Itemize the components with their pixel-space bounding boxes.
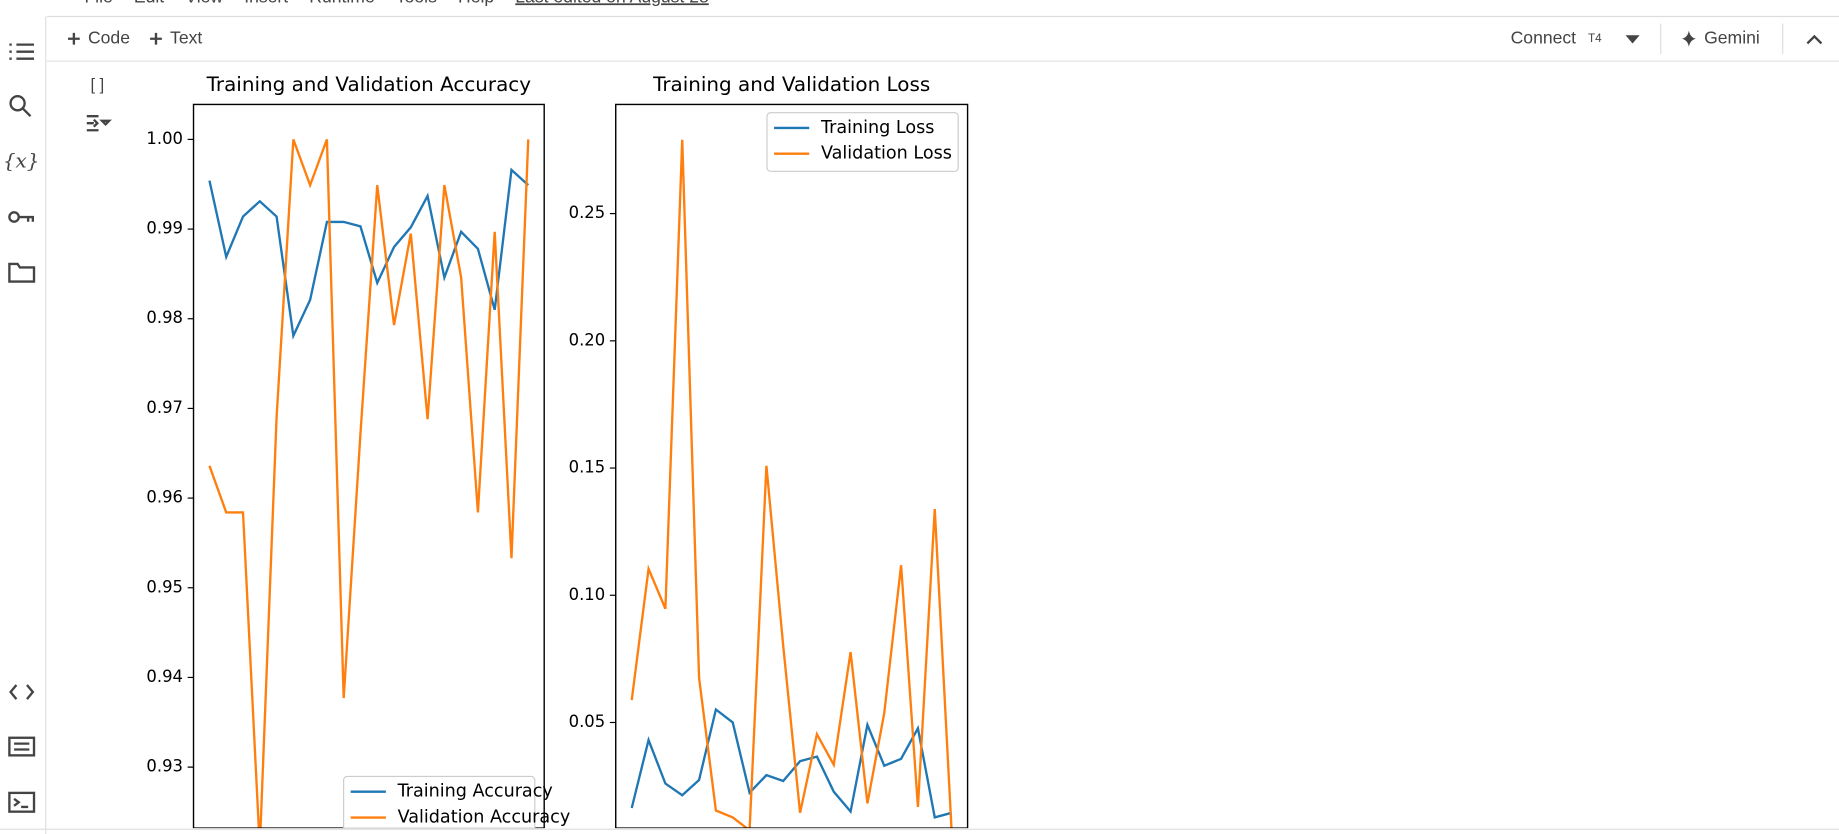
variables-icon[interactable]: {x} — [3, 149, 40, 172]
cell-output: Training and Validation Accuracy 0.93 0.94… — [146, 73, 969, 829]
chart-title: Training and Validation Loss — [652, 73, 930, 96]
menu-item[interactable]: Edit — [134, 0, 164, 6]
sidebar: {x} — [3, 43, 40, 813]
y-tick-label: 0.20 — [569, 330, 606, 349]
legend: Training Loss Validation Loss — [766, 112, 959, 172]
command-palette-icon[interactable] — [8, 736, 36, 757]
plot-area — [208, 139, 530, 829]
secrets-icon[interactable] — [8, 211, 35, 223]
code-snippets-icon[interactable] — [9, 684, 35, 700]
runtime-label: T4 — [1588, 32, 1602, 45]
menu-item[interactable]: Insert — [244, 0, 288, 6]
legend: Training Accuracy Validation Accuracy — [343, 775, 571, 829]
y-tick-label: 0.05 — [569, 712, 606, 731]
menu-bar: File Edit View Insert Runtime Tools Help Last e… — [84, 0, 709, 6]
plot-area — [630, 139, 953, 829]
add-code-button[interactable]: Code — [68, 27, 130, 47]
legend-box — [343, 775, 536, 829]
toc-icon[interactable] — [9, 43, 35, 60]
legend-box — [766, 112, 959, 172]
connect-button[interactable]: Connect T4 — [1511, 27, 1603, 47]
data-line — [630, 139, 953, 829]
y-tick-label: 0.99 — [146, 219, 183, 238]
chart-title: Training and Validation Accuracy — [206, 73, 532, 96]
y-tick-label: 0.10 — [569, 585, 606, 604]
button-label: Text — [170, 27, 202, 47]
y-tick-label: 0.94 — [146, 667, 183, 686]
y-tick-label: 0.96 — [146, 488, 183, 507]
y-tick-label: 0.98 — [146, 308, 183, 327]
legend-label: Training Accuracy — [397, 782, 553, 802]
button-label: Connect — [1511, 27, 1577, 47]
y-tick-label: 0.25 — [569, 203, 606, 222]
y-tick-label: 0.93 — [146, 757, 183, 776]
menu-item[interactable]: View — [185, 0, 223, 6]
terminal-icon[interactable] — [8, 791, 36, 813]
dropdown-icon[interactable] — [1625, 35, 1640, 44]
menu-item[interactable]: File — [84, 0, 112, 6]
gemini-icon — [1681, 30, 1696, 47]
menu-item[interactable]: Help — [458, 0, 494, 6]
legend-label: Validation Accuracy — [398, 808, 571, 828]
axes-frame — [192, 103, 545, 829]
files-icon[interactable] — [8, 262, 36, 283]
axes-frame — [615, 103, 969, 829]
y-tick-label: 0.95 — [146, 577, 183, 596]
last-edited[interactable]: Last edited on August 28 — [515, 0, 709, 6]
data-line — [208, 139, 530, 829]
button-label: Code — [88, 27, 130, 47]
plus-icon — [68, 32, 80, 45]
legend-label: Validation Loss — [821, 144, 952, 164]
data-line — [630, 707, 952, 819]
add-text-button[interactable]: Text — [150, 27, 202, 47]
y-tick-label: 0.15 — [569, 458, 606, 477]
collapse-icon[interactable] — [1806, 34, 1823, 45]
menu-item[interactable]: Tools — [396, 0, 437, 6]
y-tick-label: 1.00 — [146, 129, 183, 148]
button-label: Gemini — [1704, 27, 1760, 47]
plus-icon — [150, 32, 162, 45]
cell-run-bracket[interactable]: [ ] — [91, 76, 105, 94]
data-line — [208, 167, 530, 340]
y-tick-label: 0.97 — [146, 398, 183, 417]
gemini-button[interactable]: Gemini — [1681, 27, 1760, 47]
output-toggle-icon[interactable] — [86, 114, 112, 132]
menu-item[interactable]: Runtime — [309, 0, 374, 6]
legend-label: Training Loss — [820, 118, 935, 138]
search-icon[interactable] — [9, 95, 32, 117]
